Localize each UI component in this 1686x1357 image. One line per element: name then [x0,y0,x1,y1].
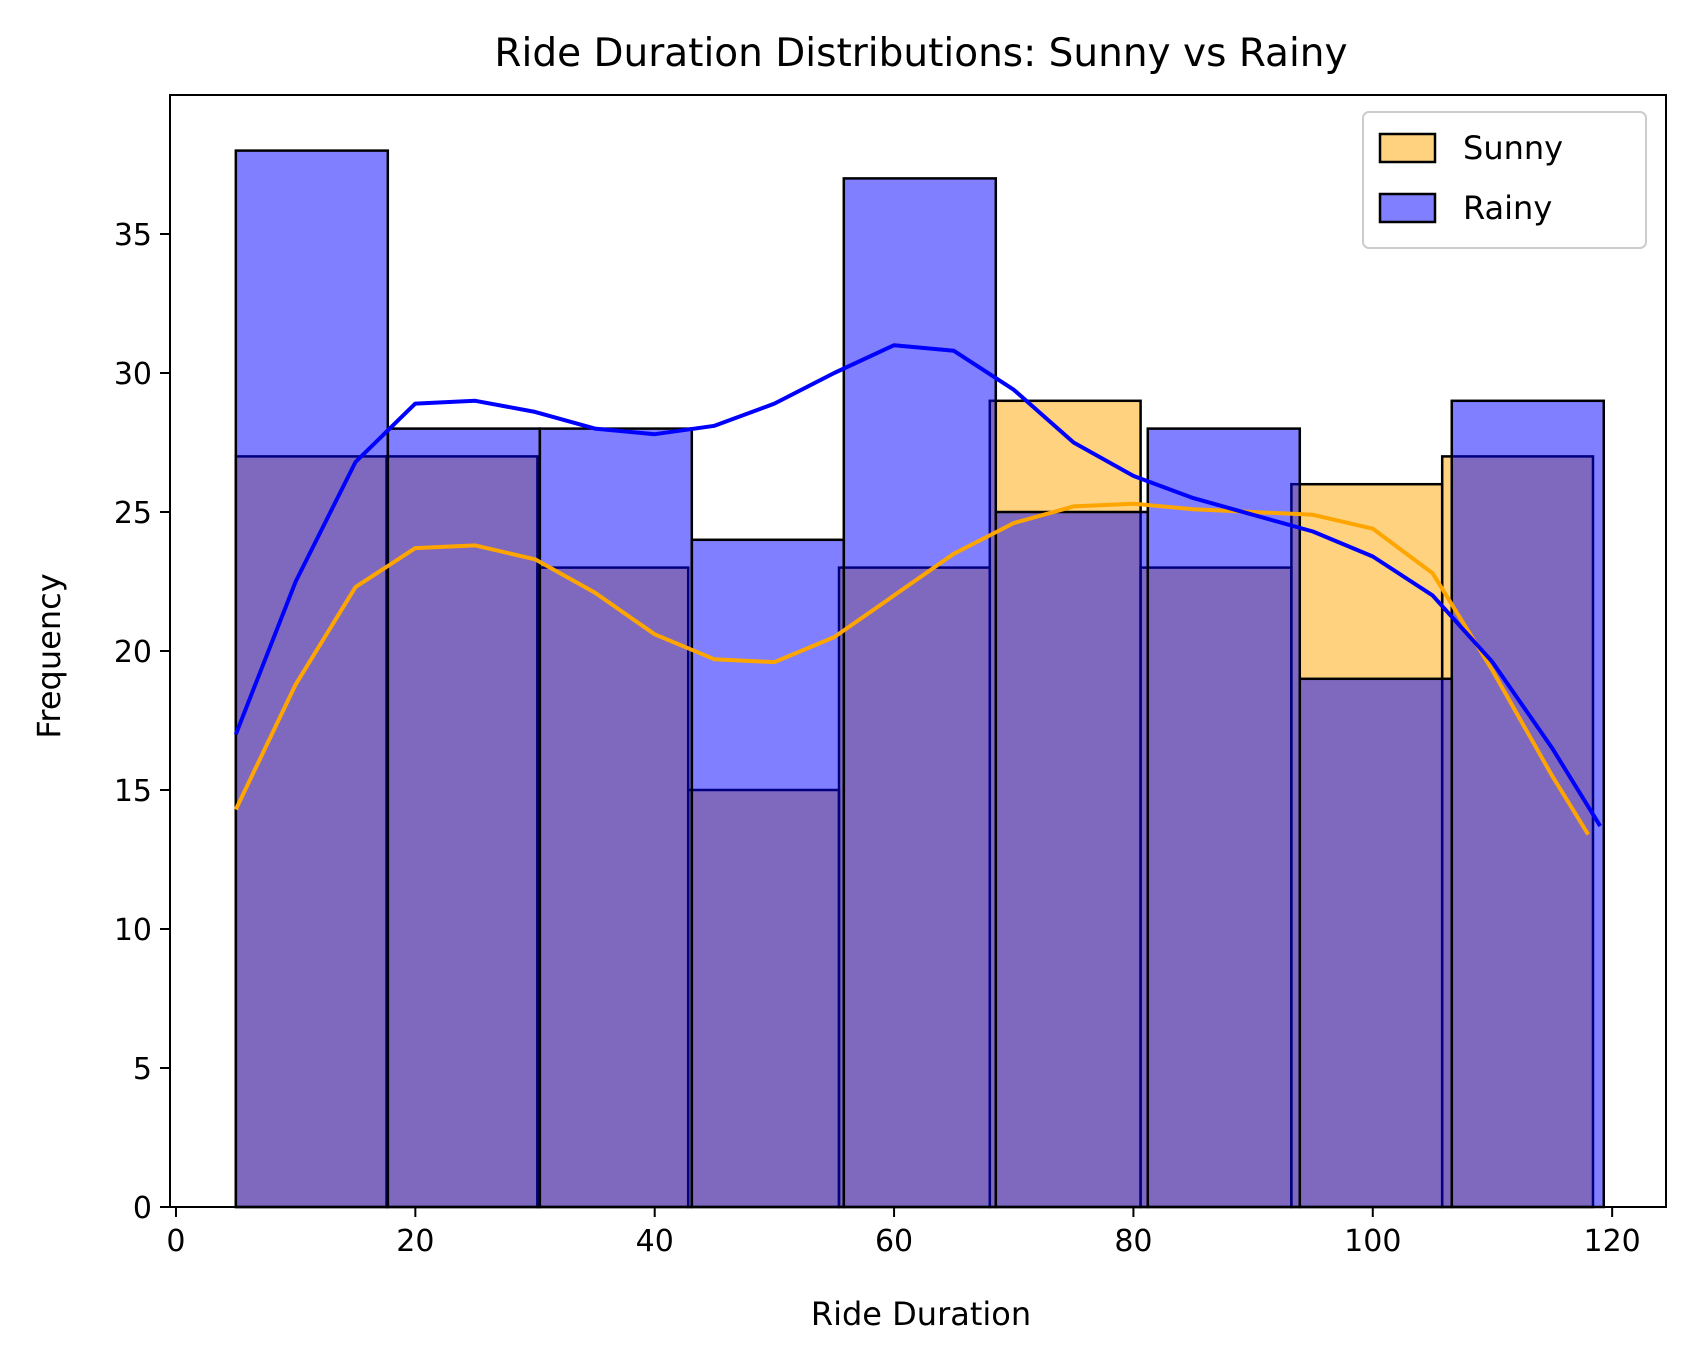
x-tick-label: 60 [875,1224,913,1259]
rainy-bar [842,177,998,1209]
rainy-bars [234,149,1606,1209]
x-tick-label: 40 [636,1224,674,1259]
rainy-bar [994,510,1150,1209]
y-tick-label: 5 [133,1052,152,1087]
x-tick-label: 100 [1344,1224,1401,1259]
legend: Sunny Rainy [1362,111,1647,249]
sunny-kde-line [233,501,1590,836]
y-tick-label: 15 [114,774,152,809]
x-axis-label: Ride Duration [811,1295,1031,1333]
rainy-bar [690,538,846,1209]
y-tick-label: 30 [114,357,152,392]
legend-label-sunny: Sunny [1463,129,1563,167]
y-tick-label: 35 [114,218,152,253]
y-tick-label: 10 [114,913,152,948]
y-axis-label: Frequency [30,573,68,738]
y-tick-label: 0 [133,1191,152,1226]
x-tick-label: 0 [166,1224,185,1259]
rainy-kde-line [233,343,1602,828]
x-tick-label: 120 [1584,1224,1641,1259]
y-tick-label: 25 [114,496,152,531]
rainy-bar [538,427,694,1209]
x-tick-label: 20 [396,1224,434,1259]
x-tick-label: 80 [1114,1224,1152,1259]
legend-swatch-rainy [1378,192,1437,224]
y-tick-label: 20 [114,635,152,670]
chart-title: Ride Duration Distributions: Sunny vs Ra… [494,31,1347,76]
legend-label-rainy: Rainy [1463,189,1552,227]
rainy-bar [234,149,390,1209]
rainy-bar [1146,427,1302,1209]
rainy-bar [1298,677,1454,1209]
y-axis-ticks: 0 5 10 15 20 25 30 35 [114,218,170,1226]
legend-swatch-sunny [1378,132,1437,164]
x-axis-ticks: 0 20 40 60 80 100 120 [166,1207,1641,1259]
plot-area [169,94,1667,1209]
rainy-bar [1450,399,1606,1209]
